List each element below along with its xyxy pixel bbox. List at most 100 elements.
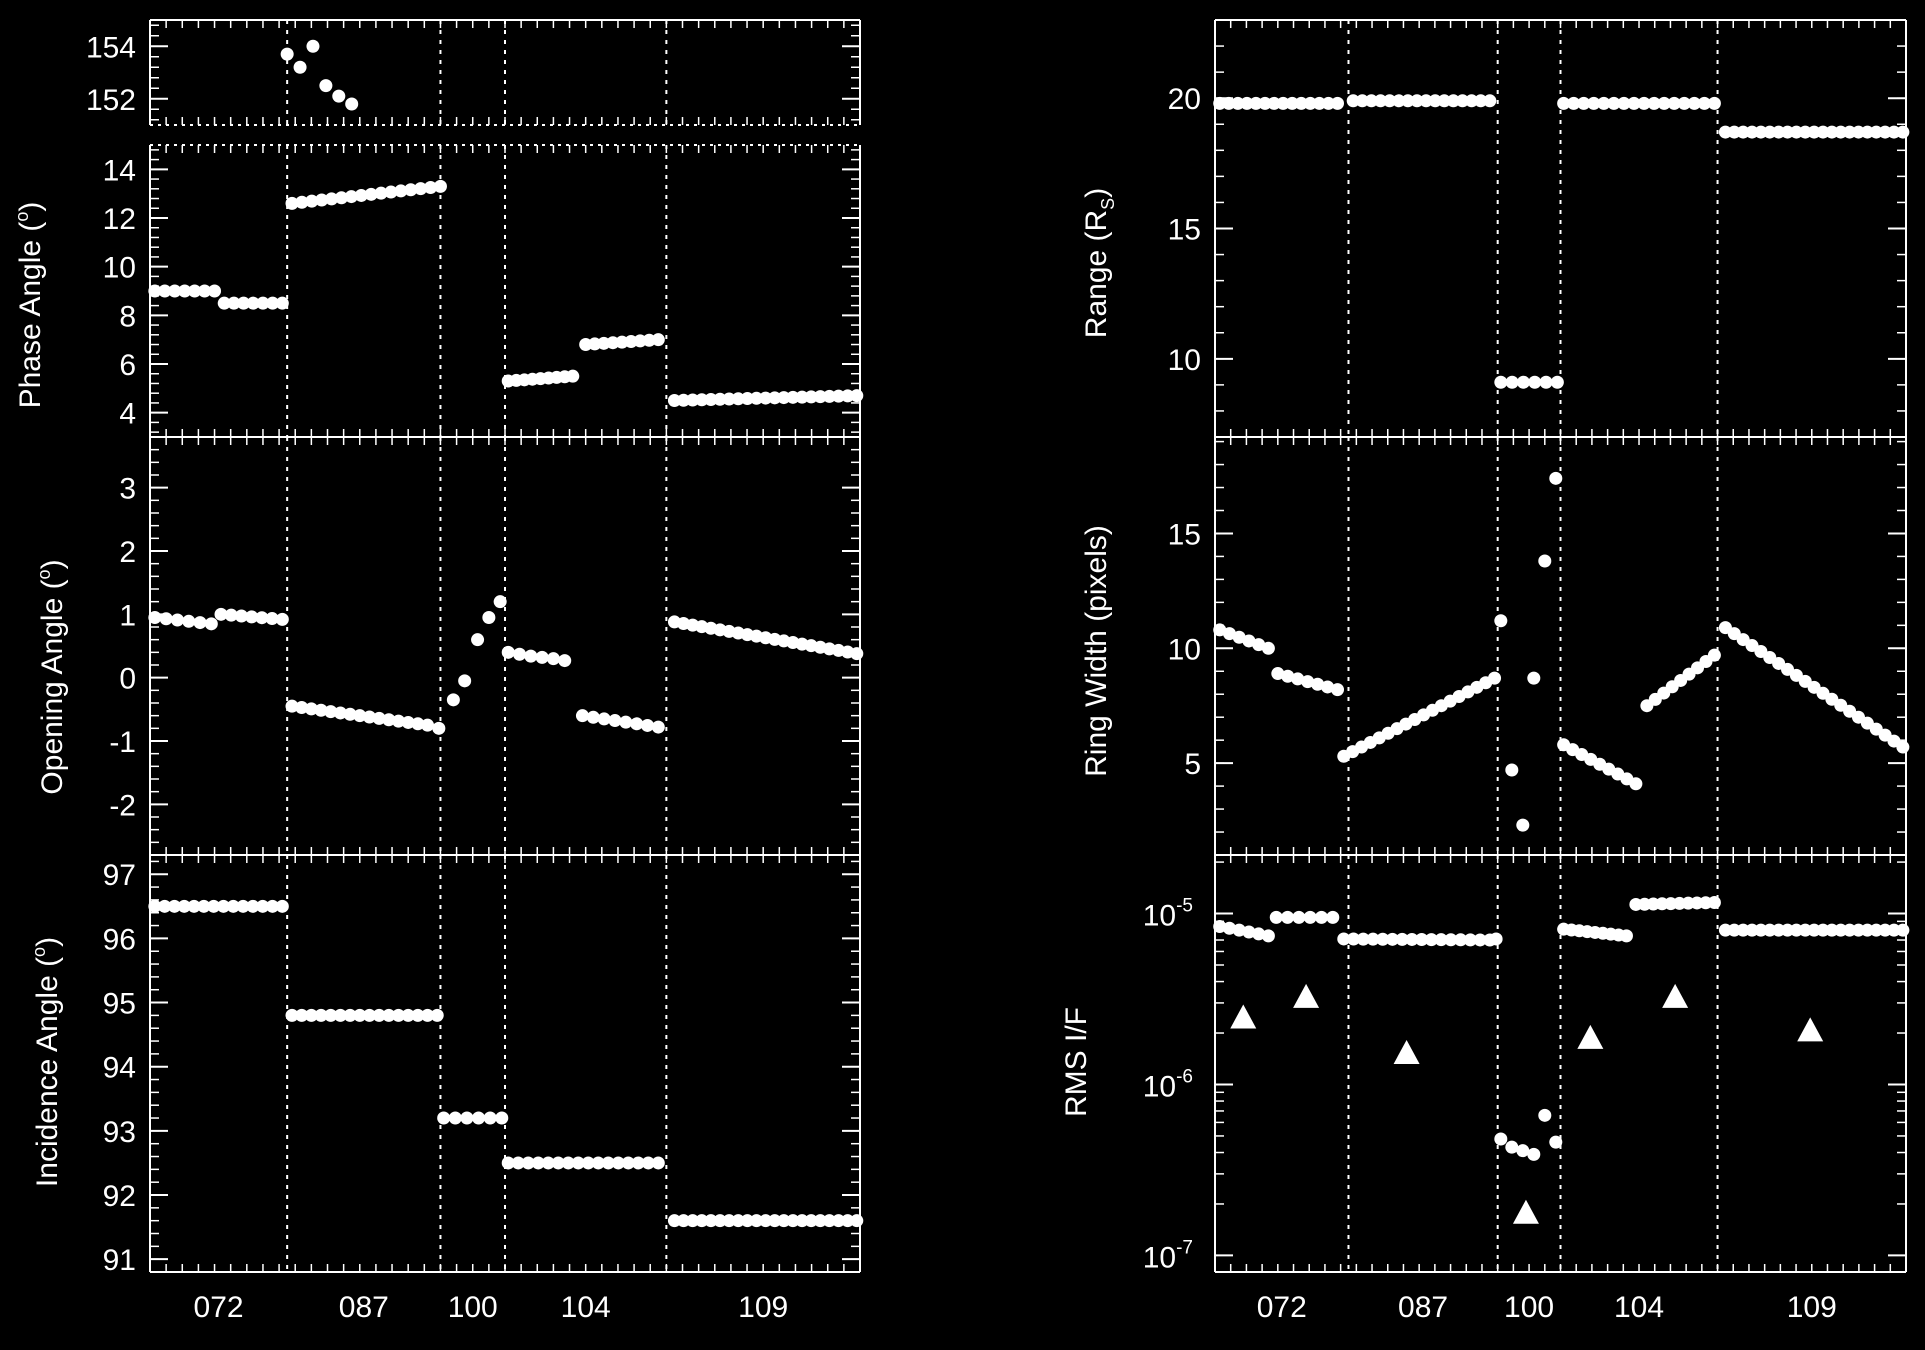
data-point	[1494, 1132, 1508, 1146]
data-point	[1321, 680, 1335, 694]
data-point	[1374, 94, 1388, 108]
data-point	[601, 1156, 615, 1170]
data-point	[256, 296, 270, 310]
data-point	[686, 1214, 700, 1228]
data-point	[208, 284, 222, 298]
data-point	[1434, 933, 1448, 947]
data-point	[1281, 910, 1295, 924]
data-point	[777, 1214, 791, 1228]
data-point	[641, 1156, 655, 1170]
y-tick-label: 8	[119, 300, 136, 333]
data-point	[1364, 94, 1378, 108]
panel-phase-angle: 4 6 8 10 12 14	[103, 144, 864, 438]
data-point	[333, 1008, 347, 1022]
y-tick-label: 5	[1184, 748, 1201, 781]
data-point	[1687, 96, 1701, 110]
data-point	[458, 674, 472, 688]
opening-angle-ylabel: Opening Angle (o)	[34, 559, 69, 794]
data-triangle	[1797, 1017, 1824, 1042]
y-tick-label: 10-7	[1143, 1237, 1193, 1274]
y-tick-label: 10	[1168, 633, 1201, 666]
data-point	[619, 715, 633, 729]
data-point	[586, 710, 600, 724]
data-point	[1285, 96, 1299, 110]
data-point	[1527, 671, 1541, 685]
data-point	[333, 706, 347, 720]
data-point	[558, 654, 572, 668]
data-point	[804, 390, 818, 404]
data-point	[324, 1008, 338, 1022]
data-point	[1249, 96, 1263, 110]
data-point	[1213, 919, 1227, 933]
data-point	[677, 1214, 691, 1228]
data-point	[667, 1214, 681, 1228]
data-point	[1222, 627, 1236, 641]
data-point	[1516, 1144, 1530, 1158]
data-point	[1617, 96, 1631, 110]
data-point	[1437, 94, 1451, 108]
data-point	[1303, 910, 1317, 924]
data-point	[354, 188, 368, 202]
data-point	[832, 389, 846, 403]
data-point	[1330, 683, 1344, 697]
y-tick-label: 96	[103, 923, 136, 956]
data-point	[713, 392, 727, 406]
data-point	[1346, 94, 1360, 108]
data-point	[460, 1111, 474, 1125]
data-point	[197, 899, 211, 913]
panel-phase-angle-high: 152 154	[86, 19, 861, 126]
data-point	[187, 899, 201, 913]
data-point	[1597, 96, 1611, 110]
panel-range: 10 15 20	[1168, 19, 1910, 438]
data-point	[384, 185, 398, 199]
data-point	[695, 1214, 709, 1228]
data-point	[414, 182, 428, 196]
data-point	[1242, 634, 1256, 648]
data-point	[483, 1111, 497, 1125]
data-triangle	[1577, 1024, 1604, 1049]
data-point	[1428, 94, 1442, 108]
ring-width-ylabel: Ring Width (pixels)	[1080, 525, 1113, 777]
data-point	[266, 296, 280, 310]
data-triangle	[1512, 1199, 1539, 1224]
data-point	[1707, 896, 1721, 910]
data-point	[1505, 1140, 1519, 1154]
data-point	[1667, 96, 1681, 110]
data-point	[401, 715, 415, 729]
y-tick-label: 92	[103, 1180, 136, 1213]
panel-incidence-angle: 91 92 93 94 95 96 97 072 087 100 104 109	[103, 854, 864, 1324]
data-point	[1465, 94, 1479, 108]
data-point	[332, 89, 346, 103]
data-point	[472, 1111, 486, 1125]
range-ylabel: Range (RS)	[1080, 188, 1118, 338]
data-point	[1577, 96, 1591, 110]
y-tick-label: 20	[1168, 83, 1201, 116]
y-tick-label: 0	[119, 663, 136, 696]
data-point	[304, 702, 318, 716]
data-point	[581, 1156, 595, 1170]
data-point	[1619, 929, 1633, 943]
data-point	[1539, 375, 1553, 389]
data-point	[786, 390, 800, 404]
y-tick-label: 10	[103, 252, 136, 285]
data-point	[364, 187, 378, 201]
data-point	[651, 1156, 665, 1170]
data-point	[392, 1008, 405, 1022]
y-tick-label: 1	[119, 599, 136, 632]
y-tick-label: 4	[119, 398, 136, 431]
data-point	[1488, 671, 1502, 685]
data-point	[158, 899, 172, 913]
data-point	[795, 390, 809, 404]
data-point	[1392, 94, 1406, 108]
data-point	[1261, 929, 1275, 943]
data-point	[1896, 923, 1910, 937]
data-point	[382, 713, 396, 727]
data-point	[404, 183, 418, 197]
data-point	[314, 1008, 328, 1022]
data-point	[374, 186, 388, 200]
data-point	[777, 391, 791, 405]
data-point	[1549, 1135, 1563, 1149]
data-point	[411, 1008, 425, 1022]
data-triangle	[1393, 1039, 1420, 1064]
data-point	[314, 703, 328, 717]
